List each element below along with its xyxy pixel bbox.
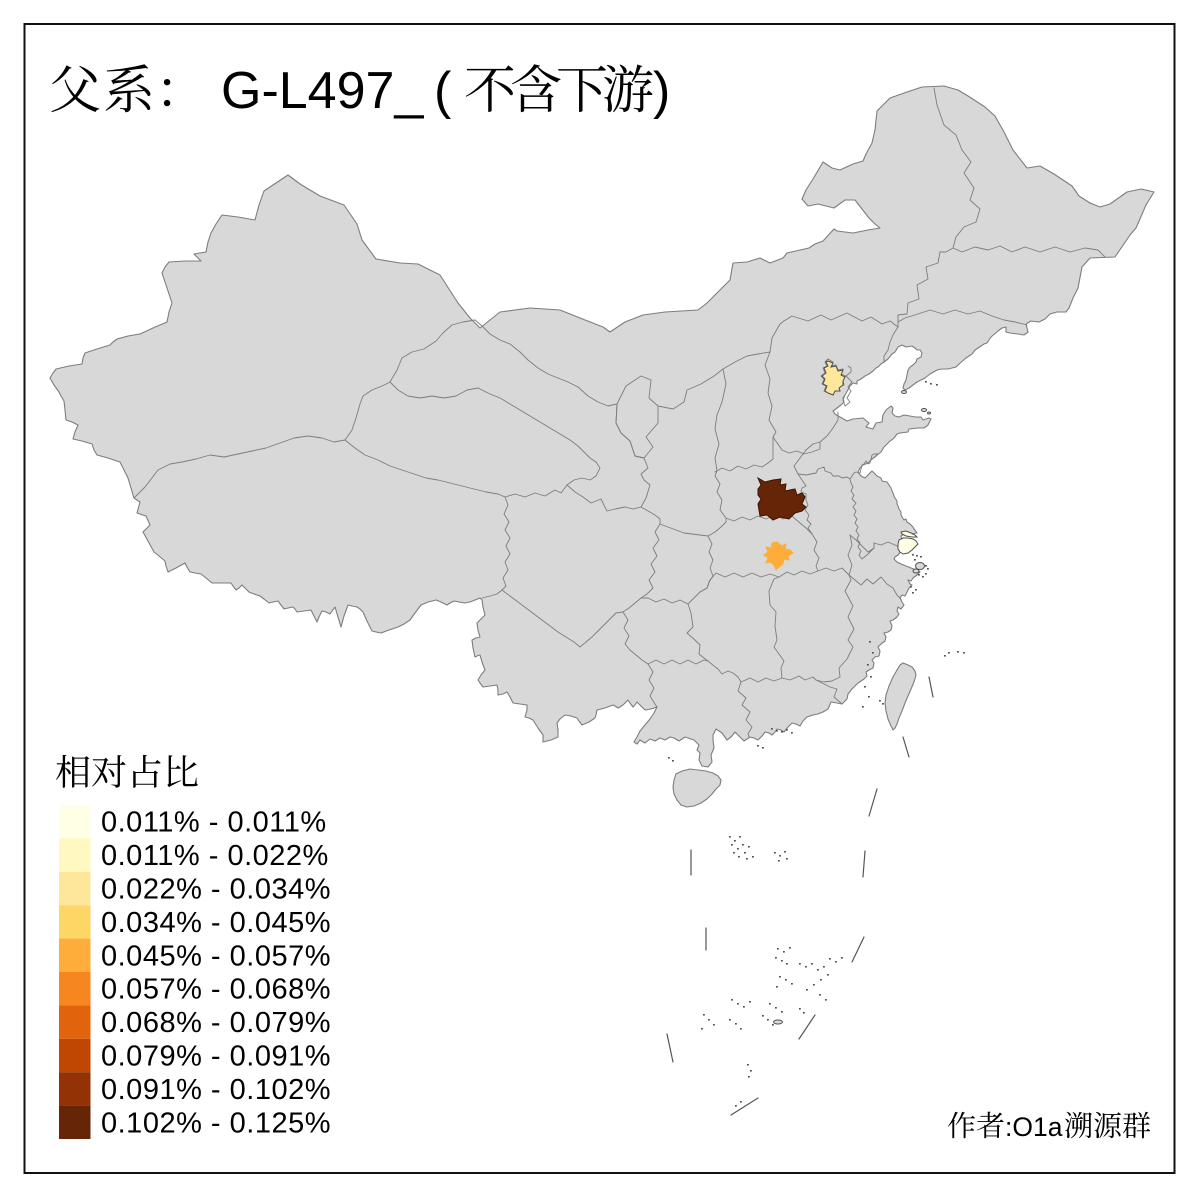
svg-text:): ) [653,62,670,120]
svg-text:0.102% - 0.125%: 0.102% - 0.125% [101,1107,331,1139]
svg-text:0.034% - 0.045%: 0.034% - 0.045% [101,907,331,939]
svg-text:0.068% - 0.079%: 0.068% - 0.079% [101,1007,331,1039]
svg-text:0.057% - 0.068%: 0.057% - 0.068% [101,974,331,1006]
svg-text::O1a: :O1a [1005,1112,1063,1142]
svg-text:0.011% - 0.022%: 0.011% - 0.022% [101,840,329,872]
svg-text:(: ( [434,62,452,120]
svg-text:0.091% - 0.102%: 0.091% - 0.102% [101,1074,331,1106]
svg-text:0.045% - 0.057%: 0.045% - 0.057% [101,940,331,972]
svg-text:0.079% - 0.091%: 0.079% - 0.091% [101,1041,331,1073]
svg-text:0.022% - 0.034%: 0.022% - 0.034% [101,874,331,906]
svg-text:0.011% - 0.011%: 0.011% - 0.011% [101,807,327,839]
svg-text:G-L497_: G-L497_ [221,62,424,120]
